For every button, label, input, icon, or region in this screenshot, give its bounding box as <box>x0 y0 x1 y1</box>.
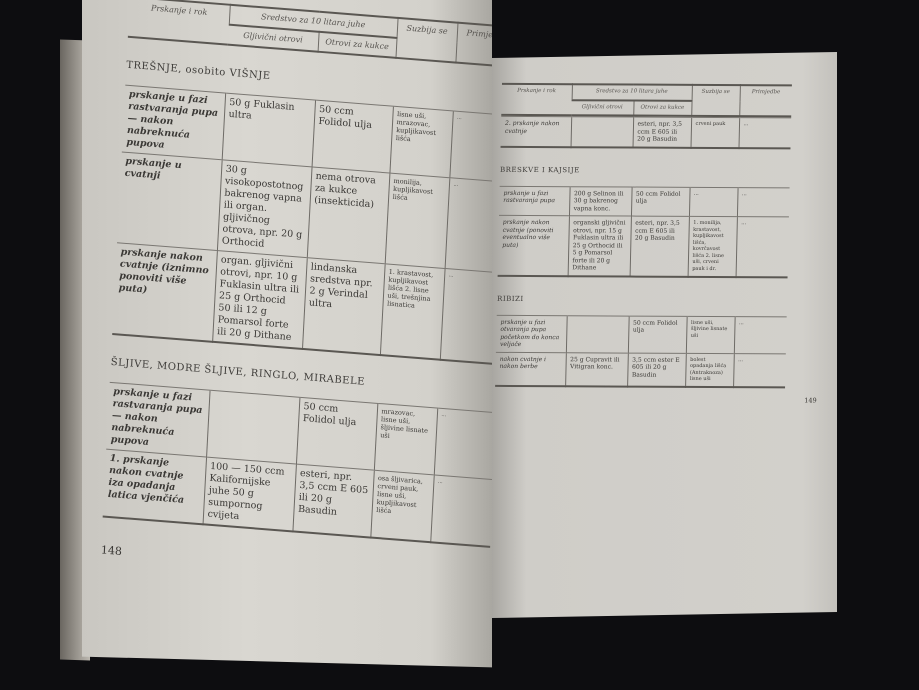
table-cell: esteri, npr. 3,5 ccm E 605 ili 20 g Basu… <box>292 464 374 538</box>
table-cell: 50 ccm Folidol ulja <box>630 186 690 217</box>
data-table: prskanje u fazi otvaranja pupa početkom … <box>495 314 787 388</box>
left-page-content: Prskanje i rok Sredstvo za 10 litara juhe… <box>101 0 492 589</box>
table-cell: 1. prskanje nakon cvatnje iza opadanja l… <box>102 449 207 525</box>
table-cell: organski gljivični otrovi, npr. 15 g Fuk… <box>567 215 631 277</box>
header-cell: Primjedbe <box>739 85 792 117</box>
table-cell: prskanje u fazi otvaranja pupa početkom … <box>495 314 567 353</box>
header-cell: Primjedbe <box>455 22 492 68</box>
table-cell: 1. monilija, krastavost, kupljikavost li… <box>687 216 737 277</box>
data-table: 2. prskanje nakon cvatnje esteri, npr. 3,… <box>500 115 792 149</box>
table-cell: 25 g Cupravit ili Vitigran konc. <box>565 352 628 387</box>
header-cell: Prskanje i rok <box>517 87 557 95</box>
table-cell: monilija, kupljikavost lišća <box>384 172 450 269</box>
table-cell: ... <box>735 216 789 277</box>
table-cell: 3,5 ccm ester E 605 ili 20 g Basudin <box>627 352 686 387</box>
data-table: prskanje u fazi rastvaranja pupa — nakon… <box>102 381 492 548</box>
header-cell: Suzbija se <box>395 17 458 63</box>
right-page: Prskanje i rok Sredstvo za 10 litara juhe… <box>492 51 837 619</box>
header-group: Sredstvo za 10 litara juhe <box>571 84 692 101</box>
table-cell: 50 g Fuklasin ultra <box>221 92 316 167</box>
table-cell: prskanje u fazi rastvaranja pupa <box>498 185 570 216</box>
table-cell: 50 ccm Folidol ulja <box>295 397 378 471</box>
left-page: Prskanje i rok Sredstvo za 10 litara juhe… <box>82 0 492 668</box>
table-cell: nema otrova za kukce (insekticida) <box>306 166 390 264</box>
section-title: BRESKVE I KAJSIJE <box>499 165 580 174</box>
table-cell: ... <box>733 353 786 387</box>
data-table: prskanje u fazi rastvaranja pupa 200 g Se… <box>497 185 790 278</box>
table-cell: bolest opadanja lišća (Antraknoza) lisne… <box>685 352 734 387</box>
table-cell: 50 ccm Folidol ulja <box>311 100 393 173</box>
table-cell: prskanje nakon cvatnje (iznimno ponoviti… <box>112 242 217 342</box>
table-cell: ... <box>433 408 492 480</box>
table-cell: prskanje u cvatnji <box>117 151 222 251</box>
table-row: prskanje u fazi rastvaranja pupa 200 g Se… <box>498 185 790 217</box>
table-cell: nakon cvatnje i nakon berbe <box>495 351 566 386</box>
page-number: 149 <box>804 396 817 405</box>
table-header: Prskanje i rok Sredstvo za 10 litara juhe… <box>501 82 792 118</box>
right-page-content: Prskanje i rok Sredstvo za 10 litara juhe… <box>495 82 832 405</box>
table-cell: ... <box>444 177 492 274</box>
table-row: prskanje nakon cvatnje (ponoviti eventua… <box>497 215 789 277</box>
data-table: prskanje u fazi rastvaranja pupa — nakon… <box>112 84 492 366</box>
table-cell: ... <box>733 316 787 354</box>
table-cell: 200 g Selinon ili 30 g bakrenog vapna ko… <box>568 186 632 217</box>
header-cell: Prskanje i rok <box>150 3 208 17</box>
table-cell: ... <box>738 117 792 148</box>
table-cell: ... <box>439 268 492 365</box>
table-cell: crveni pauk <box>690 117 740 148</box>
table-cell: esteri, npr. 3,5 ccm E 605 ili 20 g Basu… <box>632 117 692 148</box>
section-title: RIBIZI <box>497 294 524 303</box>
table-cell: lindanska sredstva npr. 2 g Verindal ult… <box>301 257 385 355</box>
header-cell: Suzbija se <box>691 84 740 117</box>
table-cell: lisne uši, mrazovac, kupljikavost lišća <box>389 106 453 178</box>
table-row: 2. prskanje nakon cvatnje esteri, npr. 3,… <box>500 116 792 148</box>
table-cell: osa šljivarica, crveni pauk, lisne uši, … <box>370 470 434 543</box>
table-cell: 1. krastavost, kupljikavost lišća 2. lis… <box>379 263 445 360</box>
table-cell: lisne uši, šljivine lisnate uši <box>685 315 735 354</box>
table-cell: 30 g visokopostotnog bakrenog vapna ili … <box>216 159 312 258</box>
table-cell <box>565 315 629 353</box>
table-cell: organ. gljivični otrovi, npr. 10 g Fukla… <box>212 250 307 349</box>
table-cell: ... <box>430 474 492 547</box>
table-cell: mrazovac, lisne uši, šljivine lisnate uš… <box>373 403 438 475</box>
table-cell: ... <box>449 110 492 183</box>
page-number: 148 <box>100 543 123 558</box>
table-cell: 100 — 150 ccm Kalifornijske juhe 50 g su… <box>202 456 296 532</box>
table-row: prskanje u fazi otvaranja pupa početkom … <box>495 314 787 354</box>
table-cell <box>570 116 634 148</box>
table-cell: prskanje u fazi rastvaranja pupa — nakon… <box>121 85 226 160</box>
table-row: nakon cvatnje i nakon berbe 25 g Cupravit… <box>495 351 786 387</box>
table-cell: esteri, npr. 3,5 ccm E 605 ili 20 g Basu… <box>629 216 689 277</box>
table-cell: 2. prskanje nakon cvatnje <box>500 116 572 147</box>
table-cell: ... <box>736 187 790 217</box>
header-cell: Gljivični otrovi <box>581 103 623 110</box>
table-cell: ... <box>688 186 738 217</box>
table-header: Prskanje i rok Sredstvo za 10 litara juhe… <box>127 0 492 69</box>
table-cell: prskanje u fazi rastvaranja pupa — nakon… <box>106 382 210 457</box>
table-cell: prskanje nakon cvatnje (ponoviti eventua… <box>497 215 569 276</box>
table-cell: 50 ccm Folidol ulja <box>627 315 687 353</box>
table-cell <box>206 390 300 465</box>
header-cell: Otrovi za kukce <box>633 100 692 116</box>
